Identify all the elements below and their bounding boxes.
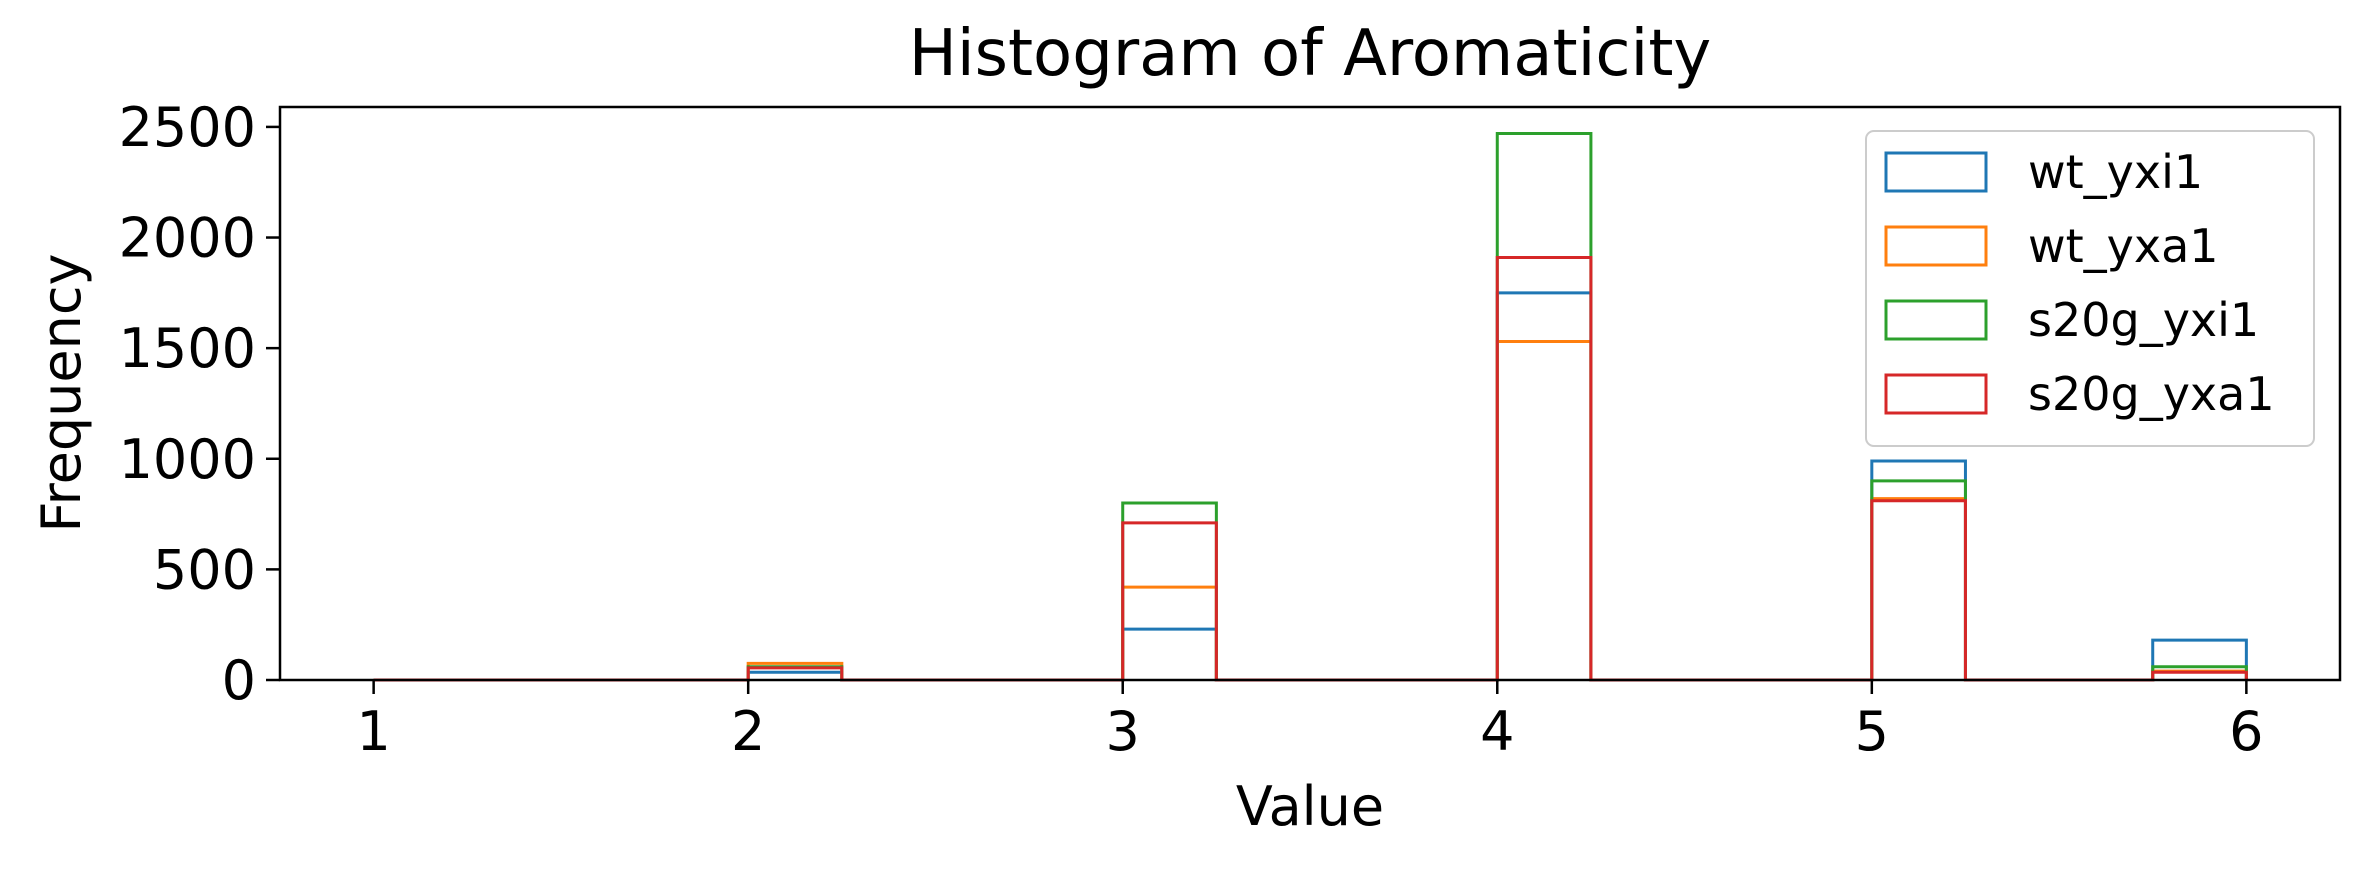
- x-tick-label-1: 1: [356, 700, 390, 763]
- legend-label-wt_yxi1: wt_yxi1: [2028, 145, 2203, 199]
- legend-entries: wt_yxi1 wt_yxa1 s20g_yxi1 s20g_yxa1: [1884, 145, 2275, 421]
- legend-item-wt_yxa1: wt_yxa1: [1884, 219, 2219, 273]
- legend: wt_yxi1 wt_yxa1 s20g_yxi1 s20g_yxa1: [1865, 130, 2315, 447]
- legend-label-s20g_yxi1: s20g_yxi1: [2028, 293, 2259, 347]
- bar-wt_yxa1-bin-4: [1497, 342, 1591, 680]
- y-tick-label-2500: 2500: [119, 96, 256, 159]
- x-axis-ticks: 1 2 3 4 5 6: [356, 680, 2264, 763]
- plot-frame: [278, 105, 2342, 682]
- bar-wt_yxi1-bin-6: [2153, 640, 2247, 680]
- x-tick-label-4: 4: [1480, 700, 1514, 763]
- bar-wt_yxi1-bin-5: [1872, 461, 1966, 680]
- chart-title: Histogram of Aromaticity: [909, 17, 1712, 91]
- y-axis-ticks: 0 500 1000 1500 2000 2500: [119, 96, 280, 712]
- bar-s20g_yxa1-bin-2: [748, 668, 842, 680]
- bar-s20g_yxi1-bin-4: [1497, 134, 1591, 680]
- legend-swatch-wt_yxi1: [1884, 151, 1988, 193]
- bar-s20g_yxa1-bin-5: [1872, 501, 1966, 680]
- legend-swatch-s20g_yxa1: [1884, 373, 1988, 415]
- y-tick-label-1500: 1500: [119, 317, 256, 380]
- bar-s20g_yxi1-bin-3: [1123, 503, 1217, 680]
- x-tick-label-3: 3: [1106, 700, 1140, 763]
- legend-label-s20g_yxa1: s20g_yxa1: [2028, 367, 2275, 421]
- y-tick-label-500: 500: [153, 538, 256, 601]
- bar-wt_yxi1-bin-4: [1497, 293, 1591, 680]
- legend-item-s20g_yxi1: s20g_yxi1: [1884, 293, 2259, 347]
- y-axis-label: Frequency: [30, 254, 93, 533]
- bar-wt_yxa1-bin-3: [1123, 587, 1217, 680]
- y-tick-label-0: 0: [222, 649, 256, 712]
- x-tick-label-5: 5: [1855, 700, 1889, 763]
- legend-frame: [1865, 130, 2315, 447]
- y-tick-label-1000: 1000: [119, 428, 256, 491]
- bar-s20g_yxa1-bin-4: [1497, 257, 1591, 680]
- bar-s20g_yxi1-bin-5: [1872, 481, 1966, 680]
- x-tick-label-2: 2: [731, 700, 765, 763]
- bar-s20g_yxa1-bin-3: [1123, 523, 1217, 680]
- legend-label-wt_yxa1: wt_yxa1: [2028, 219, 2219, 273]
- legend-swatch-s20g_yxi1: [1884, 299, 1988, 341]
- legend-item-s20g_yxa1: s20g_yxa1: [1884, 367, 2275, 421]
- y-tick-label-2000: 2000: [119, 207, 256, 270]
- legend-swatch-wt_yxa1: [1884, 225, 1988, 267]
- x-axis-label: Value: [1236, 775, 1384, 838]
- x-tick-label-6: 6: [2229, 700, 2263, 763]
- bar-wt_yxi1-bin-3: [1123, 629, 1217, 680]
- legend-item-wt_yxi1: wt_yxi1: [1884, 145, 2203, 199]
- bar-wt_yxa1-bin-5: [1872, 499, 1966, 680]
